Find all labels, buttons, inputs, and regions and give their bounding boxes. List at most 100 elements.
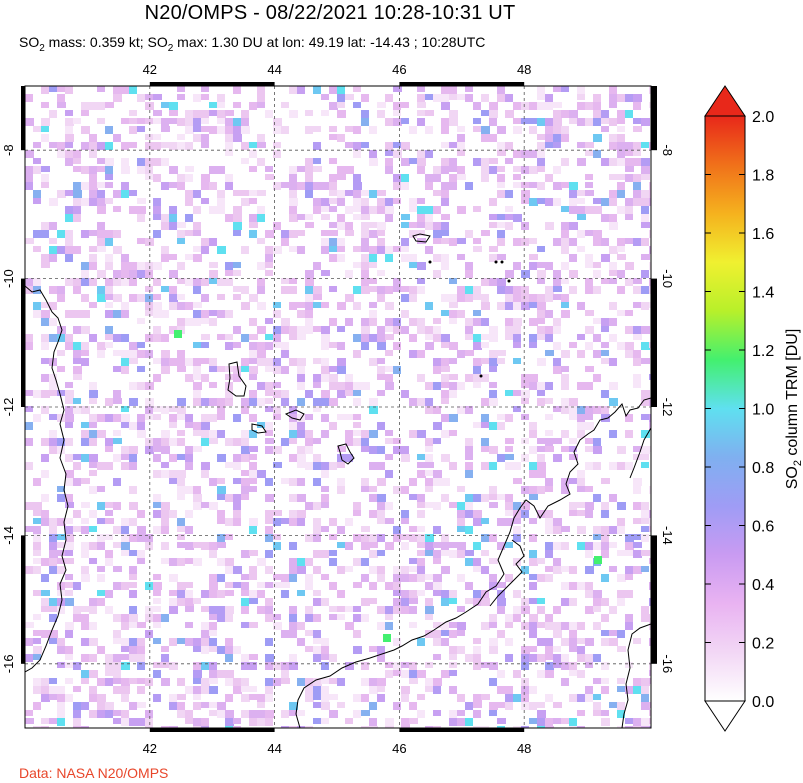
so2-pixel: [473, 366, 481, 374]
so2-pixel: [129, 294, 137, 302]
so2-pixel: [73, 462, 81, 470]
so2-pixel: [113, 334, 121, 342]
so2-pixel: [617, 590, 625, 598]
so2-pixel: [169, 726, 178, 728]
so2-pixel: [289, 494, 297, 502]
so2-pixel: [553, 718, 561, 724]
so2-pixel: [289, 622, 298, 630]
so2-pixel: [337, 606, 345, 612]
so2-pixel: [57, 686, 65, 694]
so2-pixel: [289, 726, 298, 728]
so2-pixel: [361, 222, 369, 230]
so2-pixel: [529, 654, 537, 662]
lon-tick-top: 46: [392, 62, 406, 77]
so2-pixel: [353, 214, 362, 220]
so2-pixel: [345, 438, 353, 446]
so2-pixel: [513, 670, 521, 678]
so2-pixel: [601, 638, 609, 646]
so2-pixel: [441, 366, 450, 372]
so2-pixel: [497, 702, 505, 708]
so2-pixel: [433, 622, 441, 628]
so2-pixel: [521, 190, 530, 198]
so2-pixel: [225, 214, 233, 222]
so2-pixel: [121, 302, 129, 310]
so2-pixel: [353, 142, 361, 150]
so2-pixel: [489, 622, 497, 628]
so2-pixel: [153, 358, 161, 364]
so2-pixel: [593, 110, 601, 118]
so2-pixel: [161, 558, 169, 564]
so2-pixel: [473, 542, 481, 550]
so2-pixel: [89, 558, 97, 564]
so2-pixel: [217, 366, 225, 372]
so2-pixel: [113, 366, 121, 372]
so2-pixel: [217, 406, 225, 414]
so2-pixel: [537, 670, 545, 678]
so2-pixel: [185, 254, 193, 260]
so2-pixel: [585, 414, 593, 420]
colorbar-tick-label: 1.2: [752, 343, 774, 360]
so2-pixel: [65, 598, 74, 606]
so2-pixel: [313, 614, 321, 622]
so2-pixel: [217, 414, 225, 420]
so2-pixel: [441, 358, 449, 366]
so2-pixel: [537, 454, 545, 462]
so2-pixel: [201, 414, 209, 422]
so2-pixel: [489, 710, 497, 716]
so2-pixel: [401, 158, 410, 166]
so2-pixel: [521, 486, 529, 494]
so2-pixel: [489, 254, 498, 262]
so2-pixel: [465, 454, 473, 460]
so2-pixel: [465, 286, 474, 294]
so2-pixel: [561, 486, 569, 494]
so2-pixel: [121, 542, 130, 550]
so2-pixel: [441, 542, 449, 550]
so2-pixel: [25, 118, 34, 126]
so2-pixel: [521, 238, 529, 246]
so2-pixel: [361, 246, 369, 252]
so2-pixel: [465, 550, 474, 556]
so2-pixel: [329, 582, 337, 590]
so2-pixel: [585, 502, 594, 510]
so2-pixel: [305, 166, 313, 174]
so2-pixel: [313, 326, 321, 332]
so2-pixel: [553, 406, 561, 412]
so2-pixel: [217, 294, 225, 300]
so2-pixel: [289, 174, 297, 182]
so2-pixel: [513, 318, 522, 326]
so2-pixel: [209, 366, 217, 372]
so2-pixel: [473, 422, 481, 428]
so2-pixel: [417, 206, 425, 214]
so2-pixel: [177, 398, 186, 406]
so2-pixel: [345, 390, 353, 396]
so2-pixel: [433, 686, 441, 694]
so2-pixel: [489, 382, 497, 388]
so2-pixel: [153, 206, 161, 214]
so2-pixel: [385, 438, 394, 444]
so2-pixel: [153, 598, 161, 604]
so2-pixel: [185, 638, 193, 646]
so2-pixel: [489, 462, 497, 470]
so2-pixel: [161, 678, 170, 686]
so2-pixel: [513, 174, 521, 180]
so2-pixel: [513, 510, 521, 518]
so2-pixel: [209, 606, 218, 614]
so2-pixel: [385, 214, 393, 222]
so2-pixel: [89, 622, 97, 630]
so2-pixel: [33, 558, 41, 564]
so2-pixel: [201, 662, 210, 670]
so2-pixel: [529, 558, 538, 566]
so2-pixel: [201, 622, 209, 630]
so2-pixel: [361, 262, 369, 270]
so2-pixel: [137, 686, 145, 694]
so2-pixel: [201, 462, 210, 470]
so2-pixel: [337, 566, 345, 574]
so2-pixel: [41, 598, 50, 606]
so2-pixel: [401, 102, 409, 108]
so2-pixel: [169, 438, 178, 446]
so2-pixel: [265, 318, 273, 324]
so2-pixel: [65, 246, 73, 254]
so2-pixel: [553, 142, 561, 148]
so2-pixel: [385, 166, 393, 174]
so2-pixel: [617, 286, 625, 294]
